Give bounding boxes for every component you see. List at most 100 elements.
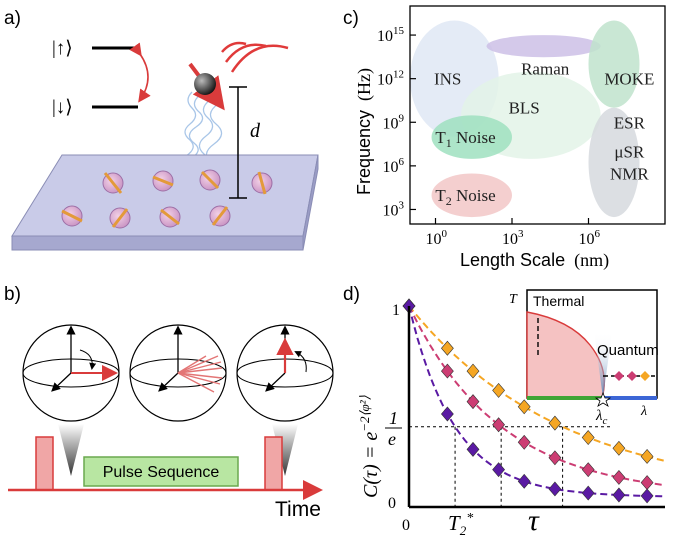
- inset-diamond-icon: [627, 371, 637, 381]
- region-raman: [486, 35, 601, 58]
- region-label-bls: BLS: [509, 99, 540, 118]
- point-purple: [612, 487, 626, 503]
- panel-d: d) 1 1 e 0 0 T2* τ C(τ) = e−2⟨φ²⟩: [343, 284, 666, 535]
- ket-up: |↑⟩: [52, 38, 73, 59]
- point-orange: [441, 340, 454, 356]
- distance-label: d: [250, 120, 261, 142]
- point-pink: [492, 417, 505, 433]
- bloch-sphere-2: [129, 324, 227, 422]
- chart-d-xtick-t2: T2*: [448, 511, 473, 535]
- sensor-ball-icon: [194, 73, 216, 95]
- bloch-sphere-1: [22, 324, 120, 422]
- region-t1-noise: [431, 115, 512, 159]
- chart-c-ytick: 1012: [377, 69, 404, 89]
- chart-c-ytick: 1015: [377, 25, 405, 45]
- time-label: Time: [275, 498, 321, 521]
- point-orange: [517, 399, 531, 415]
- panel-a: a) |↑⟩ |↓⟩: [4, 8, 319, 251]
- point-pink: [548, 450, 562, 466]
- chart-d-ytick-1: 1: [392, 302, 400, 319]
- chart-c-ylabel: Frequency (Hz): [354, 68, 375, 195]
- inset-y-axis-label: T: [509, 292, 518, 307]
- point-orange: [492, 382, 505, 398]
- spin-icon: [61, 205, 83, 227]
- point-pink: [581, 462, 595, 478]
- region-label-moke: MOKE: [604, 70, 654, 89]
- inset-diamond-icon: [614, 371, 624, 381]
- point-pink: [466, 394, 480, 410]
- ket-down: |↓⟩: [52, 97, 73, 118]
- svg-text:1: 1: [389, 408, 398, 428]
- point-pink: [612, 469, 626, 485]
- inset-critical-label: λc: [595, 408, 608, 427]
- point-pink: [640, 475, 654, 491]
- region-esr: [588, 107, 640, 218]
- frequency-length-chart: INS Raman MOKE BLS T1 Noise T2 Noise ESR μSR NMR…: [354, 5, 666, 271]
- laser-cone-1-icon: [58, 424, 84, 476]
- emission-rings-icon: [221, 41, 289, 73]
- chart-c-ytick: 103: [383, 199, 405, 219]
- chart-c-xtick: 106: [579, 228, 601, 248]
- sample-slab-front: [11, 235, 304, 251]
- panel-c-label: c): [343, 8, 359, 29]
- curve-orange: [408, 305, 666, 462]
- chart-d-xlabel: τ: [528, 504, 540, 535]
- spin-icon: [159, 206, 181, 228]
- panel-a-label: a): [4, 8, 21, 29]
- spin-icon: [152, 170, 174, 192]
- panel-c: c) INS Raman MOKE BLS T1 Noise T2 Noise ESR μSR…: [343, 5, 666, 271]
- critical-point-icon: [594, 391, 612, 407]
- region-moke: [588, 20, 640, 108]
- spin-icon: [102, 172, 124, 194]
- chart-c-ytick: 109: [383, 112, 405, 132]
- chart-d-ylabel: C(τ) = e−2⟨φ²⟩: [357, 395, 382, 498]
- spin-icon: [209, 205, 231, 227]
- chart-c-ytick: 106: [383, 156, 405, 176]
- region-label-esr: ESR: [614, 113, 646, 132]
- pulse-1: [35, 436, 54, 491]
- phase-diagram-inset: Thermal Quantum T λ λc: [509, 289, 659, 427]
- pulse-2: [264, 436, 283, 491]
- chart-c-frame: [409, 5, 666, 225]
- chart-c-xtick: 103: [502, 228, 524, 248]
- pulse-sequence-box: [83, 456, 239, 487]
- point-purple: [640, 488, 654, 504]
- svg-text:e: e: [388, 429, 396, 449]
- transition-arrow-icon: [129, 42, 151, 103]
- point-orange: [640, 448, 654, 464]
- pulse-sequence-label: Pulse Sequence: [103, 464, 220, 481]
- inset-diamond-icon: [640, 371, 650, 381]
- point-purple: [441, 406, 454, 422]
- sample-spins: [61, 169, 273, 229]
- panel-b: b): [4, 284, 334, 521]
- point-orange: [581, 430, 595, 445]
- panel-b-label: b): [4, 284, 21, 305]
- inset-thermal-label: Thermal: [533, 293, 584, 309]
- point-purple: [548, 481, 562, 497]
- inset-quantum-label: Quantum: [597, 342, 659, 359]
- point-purple: [466, 441, 480, 457]
- spin-icon: [109, 207, 131, 229]
- region-label-raman: Raman: [521, 60, 570, 79]
- point-purple: [581, 485, 595, 501]
- panel-d-label: d): [343, 284, 360, 305]
- inset-cone-icon: [594, 332, 612, 398]
- chart-d-xtick-0: 0: [402, 517, 410, 534]
- coherence-decay-chart: 1 1 e 0 0 T2* τ C(τ) = e−2⟨φ²⟩: [357, 289, 666, 535]
- point-pink: [441, 363, 454, 379]
- bloch-sphere-3: [236, 324, 334, 422]
- point-purple: [492, 462, 505, 478]
- region-t2-noise: [431, 173, 512, 218]
- spin-icon: [199, 169, 221, 191]
- chart-d-ytick-inv-e: 1 e: [385, 408, 402, 449]
- chart-c-xtick: 100: [426, 228, 448, 248]
- spin-icon: [251, 171, 273, 195]
- chart-c-xlabel: Length Scale (nm): [460, 250, 609, 271]
- inset-x-axis-label: λ: [640, 404, 647, 419]
- region-label-t1-noise: T1 Noise: [435, 128, 495, 150]
- sample-slab-side: [302, 154, 319, 251]
- point-orange: [548, 415, 562, 431]
- chart-d-ytick-0: 0: [388, 495, 396, 512]
- region-label-ins: INS: [434, 70, 461, 89]
